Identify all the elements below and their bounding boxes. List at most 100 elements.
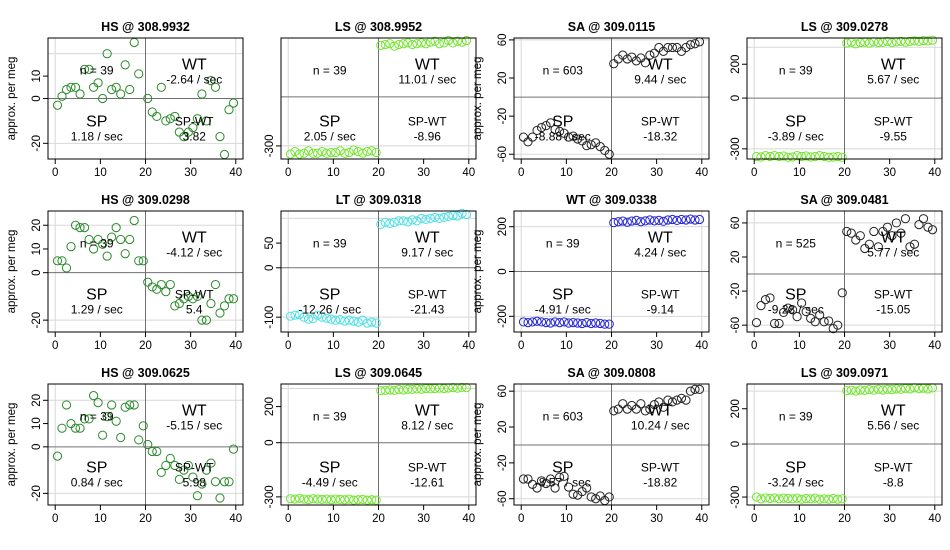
wt-point bbox=[918, 35, 929, 46]
spwt-label: SP-WT bbox=[641, 115, 680, 129]
sp-point bbox=[340, 148, 350, 158]
sp-point bbox=[312, 494, 323, 504]
wt-point bbox=[448, 38, 458, 48]
wt-point bbox=[882, 222, 892, 232]
chart-title: SA @ 309.0808 bbox=[567, 366, 655, 380]
sp-rate: 1.29 / sec bbox=[71, 303, 123, 317]
sp-point bbox=[134, 256, 144, 266]
sp-point bbox=[75, 223, 85, 233]
wt-point bbox=[645, 50, 655, 60]
sp-point bbox=[760, 295, 771, 305]
wt-point bbox=[864, 239, 874, 249]
x-tick-label: 20 bbox=[838, 167, 851, 179]
n-label: n = 603 bbox=[543, 64, 584, 78]
chart-title: LS @ 309.0971 bbox=[801, 366, 888, 380]
wt-point bbox=[170, 111, 180, 122]
wt-point bbox=[165, 114, 175, 124]
sp-point bbox=[299, 148, 309, 158]
x-tick-label: 40 bbox=[928, 513, 941, 525]
wt-point bbox=[192, 491, 203, 501]
sp-point bbox=[335, 315, 345, 325]
sp-rate: -8.57 / sec bbox=[535, 476, 591, 490]
wt-point bbox=[201, 315, 212, 325]
sp-point bbox=[810, 493, 820, 503]
sp-point bbox=[783, 303, 793, 313]
x-tick-label: 20 bbox=[372, 167, 385, 179]
y-tick-label: -300 bbox=[264, 134, 276, 157]
y-axis-label: approx. per meg bbox=[6, 57, 18, 141]
wt-rate: 11.01 / sec bbox=[398, 73, 456, 87]
wt-point bbox=[197, 315, 207, 325]
sp-point bbox=[604, 492, 614, 502]
wt-point bbox=[457, 382, 467, 393]
sp-point bbox=[93, 398, 103, 408]
sp-point bbox=[774, 318, 784, 329]
sp-point bbox=[116, 432, 126, 443]
wt-rate: 9.17 / sec bbox=[401, 246, 453, 260]
sp-point bbox=[787, 152, 798, 162]
wt-point bbox=[452, 211, 463, 221]
panel-6: LT @ 309.0318 -100 0 50 0 10 20 30 40 n = 39 WT9.1… bbox=[264, 193, 477, 352]
sp-point bbox=[116, 234, 126, 245]
sp-point bbox=[819, 151, 829, 162]
sp-point bbox=[564, 318, 574, 328]
sp-label: SP bbox=[552, 460, 573, 477]
wt-point bbox=[219, 149, 230, 160]
y-tick-label: -20 bbox=[730, 283, 742, 300]
wt-rate: -5.15 / sec bbox=[166, 419, 222, 433]
sp-point bbox=[290, 494, 300, 504]
wt-point bbox=[385, 218, 395, 228]
wt-point bbox=[690, 39, 700, 49]
x-tick-label: 30 bbox=[417, 340, 430, 352]
wt-point bbox=[380, 217, 390, 227]
wt-point bbox=[914, 36, 924, 46]
sp-point bbox=[573, 134, 583, 144]
spwt-label: SP-WT bbox=[408, 115, 447, 129]
wt-point bbox=[640, 406, 650, 416]
sp-point bbox=[765, 151, 775, 162]
sp-point bbox=[582, 317, 592, 328]
wt-point bbox=[887, 231, 897, 241]
sp-point bbox=[806, 494, 816, 504]
x-tick-label: 20 bbox=[605, 340, 618, 352]
wt-point bbox=[654, 215, 664, 226]
wt-point bbox=[143, 277, 153, 287]
spwt-value: -9.14 bbox=[647, 303, 675, 317]
wt-point bbox=[224, 105, 234, 115]
x-tick-label: 10 bbox=[94, 340, 107, 352]
sp-point bbox=[317, 494, 327, 505]
wt-point bbox=[667, 397, 678, 407]
y-tick-label: 20 bbox=[497, 72, 509, 85]
wt-point bbox=[909, 36, 920, 46]
sp-point bbox=[792, 312, 802, 322]
y-tick-label: -20 bbox=[31, 135, 43, 152]
sp-point bbox=[66, 418, 76, 429]
wt-point bbox=[640, 58, 650, 68]
wt-point bbox=[923, 36, 933, 46]
spwt-label: SP-WT bbox=[874, 115, 913, 129]
sp-point bbox=[303, 494, 314, 505]
wt-rate: 4.24 / sec bbox=[634, 246, 686, 260]
spwt-label: SP-WT bbox=[641, 288, 680, 302]
wt-point bbox=[909, 239, 920, 249]
y-tick-label: -300 bbox=[264, 485, 276, 508]
wt-rate: 8.12 / sec bbox=[401, 419, 453, 433]
wt-point bbox=[631, 56, 641, 66]
sp-point bbox=[290, 147, 300, 157]
sp-point bbox=[591, 318, 601, 328]
chart-title: SA @ 309.0481 bbox=[800, 193, 888, 207]
sp-point bbox=[824, 316, 834, 326]
sp-point bbox=[362, 147, 372, 157]
wt-point bbox=[179, 294, 189, 304]
wt-point bbox=[627, 216, 637, 226]
wt-point bbox=[631, 404, 641, 414]
sp-point bbox=[833, 494, 843, 504]
sp-point bbox=[88, 391, 99, 401]
wt-point bbox=[407, 39, 417, 50]
sp-point bbox=[344, 147, 354, 158]
wt-label: WT bbox=[415, 230, 440, 247]
wt-point bbox=[215, 308, 225, 318]
spwt-value: -12.61 bbox=[410, 476, 444, 490]
x-tick-label: 30 bbox=[184, 340, 197, 352]
sp-point bbox=[824, 494, 834, 504]
